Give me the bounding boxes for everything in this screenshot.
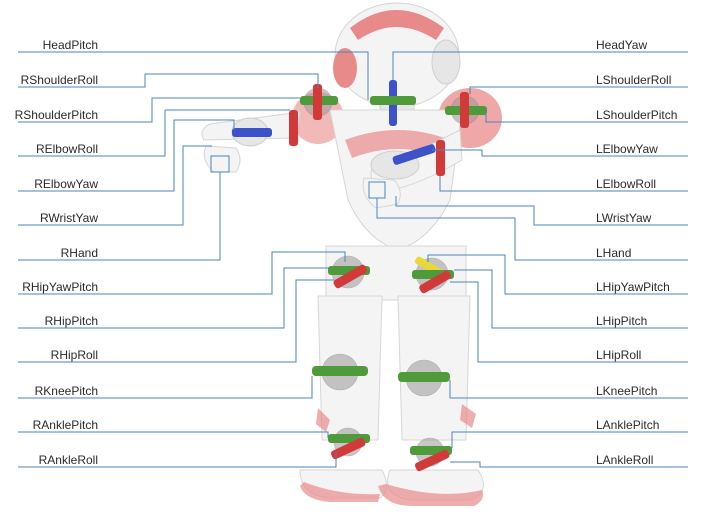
- label-lkneepitch: LKneePitch: [596, 384, 657, 398]
- label-ranklepitch: RAnklePitch: [33, 418, 98, 432]
- label-lhand: LHand: [596, 246, 631, 260]
- leader-rshoulderpitch: [18, 97, 300, 123]
- leader-lelbowroll: [439, 176, 688, 192]
- leader-lhipyawpitch: [427, 254, 688, 295]
- label-rhand: RHand: [61, 246, 98, 260]
- leader-headyaw: [392, 51, 688, 80]
- leader-lhand: [376, 198, 688, 261]
- label-lwristyaw: LWristYaw: [596, 211, 652, 225]
- l-elbow-yaw-axis: [392, 144, 436, 165]
- robot-head-accent: [350, 10, 444, 40]
- label-lhippitch: LHipPitch: [596, 314, 647, 328]
- robot-ear-accent: [333, 48, 357, 88]
- leader-rhiproll: [18, 279, 334, 363]
- leader-relbowyaw: [18, 119, 235, 192]
- l-hip-roll-axis: [419, 270, 451, 294]
- leader-lwristyaw: [395, 196, 688, 226]
- head-pitch-axis: [370, 96, 416, 105]
- leader-rhippitch: [18, 267, 330, 329]
- label-lhipyawpitch: LHipYawPitch: [596, 280, 670, 294]
- robot-ear-right: [431, 39, 461, 85]
- leader-ranklepitch: [18, 431, 329, 438]
- label-lanklepitch: LAnklePitch: [596, 418, 659, 432]
- l-shoulder-roll-axis: [460, 92, 469, 128]
- label-lelbowyaw: LElbowYaw: [596, 142, 658, 156]
- leader-rhand: [18, 172, 221, 261]
- leader-rkneepitch: [18, 376, 313, 399]
- r-elbow-yaw-axis: [232, 128, 272, 137]
- r-hip-roll-axis: [333, 264, 367, 289]
- r-shoulder-roll-axis: [313, 84, 322, 120]
- leader-lshoulderroll: [469, 86, 688, 94]
- leader-lines: [18, 51, 688, 468]
- robot-shin-left-accent: [460, 404, 476, 428]
- label-relbowroll: RElbowRoll: [36, 142, 98, 156]
- label-rwristyaw: RWristYaw: [40, 211, 98, 225]
- joint-axes: [232, 80, 487, 472]
- label-headyaw: HeadYaw: [596, 38, 647, 52]
- label-lshoulderpitch: LShoulderPitch: [596, 108, 677, 122]
- leader-lshoulderpitch: [485, 110, 688, 123]
- leader-lhiproll: [450, 281, 688, 363]
- robot-foot-right-accent: [300, 482, 380, 502]
- r-elbow-roll-axis: [289, 110, 298, 146]
- leader-relbowroll: [18, 109, 290, 157]
- label-rhiproll: RHipRoll: [51, 348, 98, 362]
- robot-shin-right-accent: [316, 408, 330, 432]
- l-ankle-roll-axis: [414, 449, 450, 472]
- leader-lelbowyaw: [432, 149, 688, 157]
- leader-lkneepitch: [449, 380, 688, 399]
- l-knee-pitch-axis: [398, 372, 450, 382]
- leader-lankleroll: [450, 461, 688, 468]
- label-rhipyawpitch: RHipYawPitch: [22, 280, 98, 294]
- robot-foot-left-accent: [378, 484, 483, 506]
- label-lshoulderroll: LShoulderRoll: [596, 73, 671, 87]
- label-lelbowroll: LElbowRoll: [596, 177, 656, 191]
- label-rkneepitch: RKneePitch: [35, 384, 98, 398]
- right-labels: HeadYaw LShoulderRoll LShoulderPitch LEl…: [596, 38, 677, 467]
- label-rshoulderroll: RShoulderRoll: [21, 73, 98, 87]
- label-headpitch: HeadPitch: [43, 38, 98, 52]
- label-lankleroll: LAnkleRoll: [596, 453, 653, 467]
- label-rhippitch: RHipPitch: [45, 314, 98, 328]
- robot-hand-right: [203, 145, 241, 173]
- leader-rankleroll: [18, 452, 337, 468]
- left-labels: HeadPitch RShoulderRoll RShoulderPitch R…: [15, 38, 99, 467]
- label-lhiproll: LHipRoll: [596, 348, 641, 362]
- r-ankle-roll-axis: [330, 437, 366, 460]
- label-rankleroll: RAnkleRoll: [39, 453, 98, 467]
- leader-rhipyawpitch: [18, 251, 346, 295]
- leader-rshoulderroll: [18, 73, 319, 88]
- robot-hand-left: [362, 177, 401, 209]
- l-elbow-roll-axis: [436, 140, 445, 176]
- r-knee-pitch-axis: [312, 366, 368, 376]
- label-rshoulderpitch: RShoulderPitch: [15, 108, 98, 122]
- label-relbowyaw: RElbowYaw: [34, 177, 98, 191]
- leader-rwristyaw: [18, 145, 212, 226]
- leader-lanklepitch: [451, 431, 688, 448]
- leader-headpitch: [18, 51, 369, 100]
- leader-lhippitch: [454, 269, 688, 329]
